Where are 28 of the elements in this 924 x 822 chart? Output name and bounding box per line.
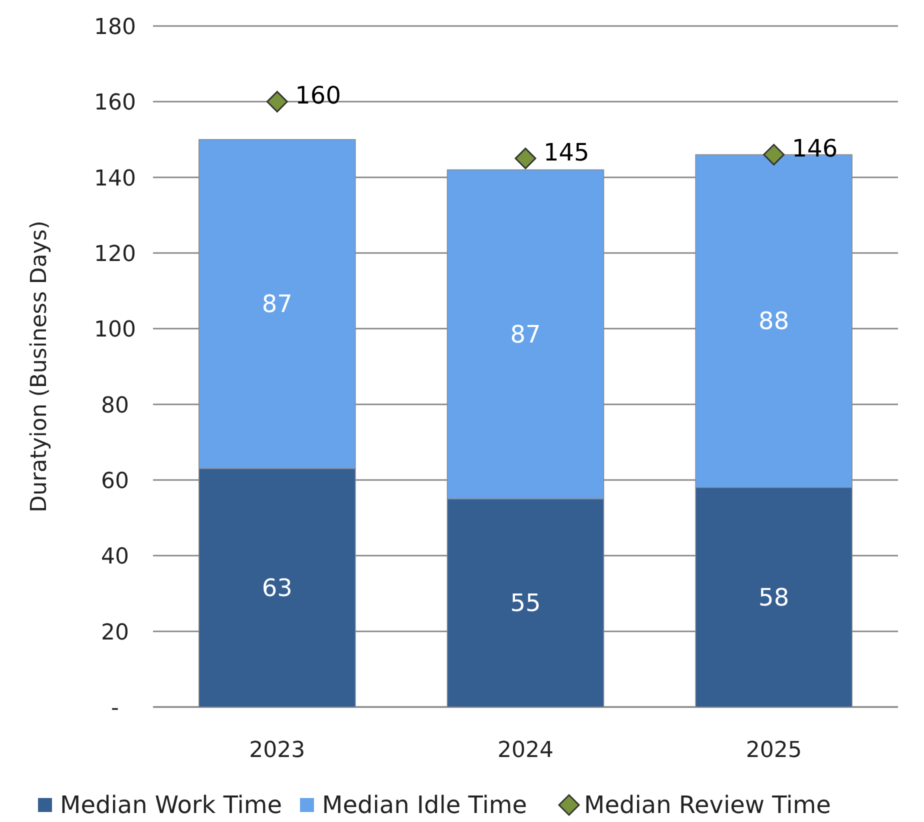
y-tick-label: 20	[101, 620, 129, 646]
legend-label: Median Review Time	[584, 791, 831, 819]
point	[763, 144, 785, 166]
y-tick-label: 140	[94, 166, 136, 192]
data-label: 160	[295, 82, 341, 110]
point	[514, 148, 536, 170]
y-tick-label: 120	[94, 242, 136, 267]
data-label: 55	[510, 588, 541, 617]
y-tick-label: 100	[94, 318, 136, 343]
x-tick-label: 2025	[746, 738, 802, 763]
legend-label: Median Work Time	[60, 791, 282, 819]
y-tick-label: 60	[101, 469, 129, 494]
y-tick-label: 160	[94, 90, 136, 116]
y-tick-label: 80	[101, 393, 129, 418]
data-label: 145	[544, 138, 590, 166]
data-label: 87	[510, 320, 541, 348]
data-label: 63	[262, 574, 292, 602]
x-tick-label: 2023	[249, 738, 306, 763]
point	[266, 90, 288, 112]
data-label: 88	[758, 307, 790, 336]
y-axis-title: Duratyion (Business Days)	[27, 220, 52, 512]
y-tick-label: 40	[101, 544, 129, 570]
data-label: 58	[758, 583, 790, 612]
data-label: 87	[262, 290, 292, 318]
y-tick-label: 180	[94, 15, 136, 40]
legend-label: Median Idle Time	[322, 791, 528, 819]
x-tick-label: 2024	[498, 738, 554, 763]
y-tick-label: -	[111, 696, 119, 721]
